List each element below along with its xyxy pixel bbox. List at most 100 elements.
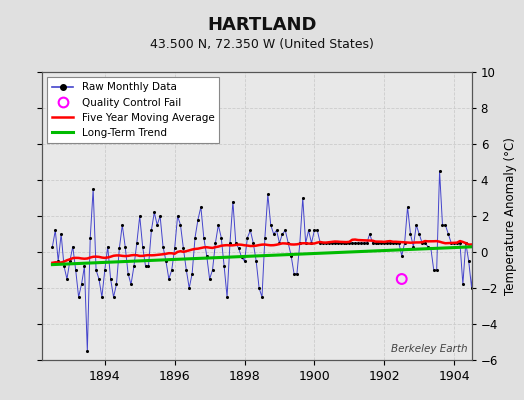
Point bbox=[325, 240, 333, 246]
Point bbox=[138, 243, 147, 250]
Point bbox=[386, 240, 394, 246]
Point bbox=[264, 191, 272, 198]
Point bbox=[458, 281, 467, 288]
Point bbox=[482, 240, 490, 246]
Point bbox=[508, 168, 517, 174]
Point bbox=[261, 234, 269, 241]
Point bbox=[202, 252, 211, 259]
Point bbox=[485, 252, 493, 259]
Point bbox=[80, 263, 89, 270]
Point bbox=[438, 222, 446, 228]
Point bbox=[430, 267, 438, 273]
Point bbox=[179, 245, 188, 252]
Point bbox=[173, 213, 182, 219]
Point bbox=[316, 240, 324, 246]
Point bbox=[488, 234, 496, 241]
Point bbox=[354, 240, 362, 246]
Point bbox=[249, 240, 257, 246]
Point bbox=[284, 240, 292, 246]
Point bbox=[89, 186, 97, 192]
Point bbox=[223, 294, 231, 300]
Text: Berkeley Earth: Berkeley Earth bbox=[391, 344, 467, 354]
Point bbox=[415, 231, 423, 237]
Point bbox=[523, 276, 524, 282]
Point bbox=[252, 258, 260, 264]
Point bbox=[398, 276, 406, 282]
Point bbox=[473, 222, 482, 228]
Point bbox=[456, 240, 464, 246]
Point bbox=[267, 222, 275, 228]
Point bbox=[304, 227, 313, 234]
Point bbox=[159, 243, 167, 250]
Point bbox=[168, 267, 176, 273]
Point bbox=[377, 240, 386, 246]
Point bbox=[503, 240, 511, 246]
Point bbox=[66, 258, 74, 264]
Point bbox=[497, 231, 505, 237]
Point bbox=[310, 227, 319, 234]
Point bbox=[162, 258, 170, 264]
Point bbox=[409, 243, 418, 250]
Point bbox=[211, 240, 220, 246]
Point bbox=[246, 227, 255, 234]
Point bbox=[403, 204, 412, 210]
Point bbox=[490, 240, 499, 246]
Point bbox=[357, 240, 365, 246]
Point bbox=[427, 245, 435, 252]
Point bbox=[57, 231, 66, 237]
Point bbox=[389, 240, 397, 246]
Point bbox=[241, 258, 249, 264]
Point bbox=[348, 240, 356, 246]
Point bbox=[342, 240, 351, 246]
Point bbox=[450, 240, 458, 246]
Point bbox=[214, 222, 223, 228]
Point bbox=[226, 240, 234, 246]
Point bbox=[400, 240, 409, 246]
Point bbox=[104, 243, 112, 250]
Point bbox=[237, 254, 246, 261]
Point bbox=[424, 243, 432, 250]
Point bbox=[331, 240, 339, 246]
Point bbox=[368, 240, 377, 246]
Text: 43.500 N, 72.350 W (United States): 43.500 N, 72.350 W (United States) bbox=[150, 38, 374, 51]
Point bbox=[141, 263, 150, 270]
Point bbox=[505, 227, 514, 234]
Point bbox=[351, 240, 359, 246]
Legend: Raw Monthly Data, Quality Control Fail, Five Year Moving Average, Long-Term Tren: Raw Monthly Data, Quality Control Fail, … bbox=[47, 77, 220, 143]
Point bbox=[101, 267, 109, 273]
Point bbox=[476, 234, 485, 241]
Point bbox=[299, 195, 307, 201]
Point bbox=[494, 254, 502, 261]
Point bbox=[328, 240, 336, 246]
Point bbox=[110, 294, 118, 300]
Point bbox=[333, 240, 342, 246]
Point bbox=[395, 240, 403, 246]
Text: HARTLAND: HARTLAND bbox=[208, 16, 316, 34]
Point bbox=[453, 240, 461, 246]
Point bbox=[235, 245, 243, 252]
Point bbox=[479, 240, 487, 246]
Point bbox=[153, 222, 161, 228]
Point bbox=[165, 276, 173, 282]
Point bbox=[520, 231, 524, 237]
Point bbox=[182, 267, 191, 273]
Point bbox=[359, 240, 368, 246]
Point bbox=[418, 240, 427, 246]
Point bbox=[464, 258, 473, 264]
Point bbox=[392, 240, 400, 246]
Point bbox=[147, 227, 156, 234]
Point bbox=[406, 231, 414, 237]
Point bbox=[185, 285, 193, 291]
Point bbox=[156, 213, 165, 219]
Point bbox=[188, 270, 196, 277]
Point bbox=[462, 240, 470, 246]
Point bbox=[272, 227, 281, 234]
Point bbox=[74, 294, 83, 300]
Point bbox=[511, 258, 519, 264]
Point bbox=[97, 294, 106, 300]
Point bbox=[296, 240, 304, 246]
Point bbox=[243, 234, 252, 241]
Point bbox=[60, 263, 68, 270]
Point bbox=[54, 258, 62, 264]
Point bbox=[127, 281, 135, 288]
